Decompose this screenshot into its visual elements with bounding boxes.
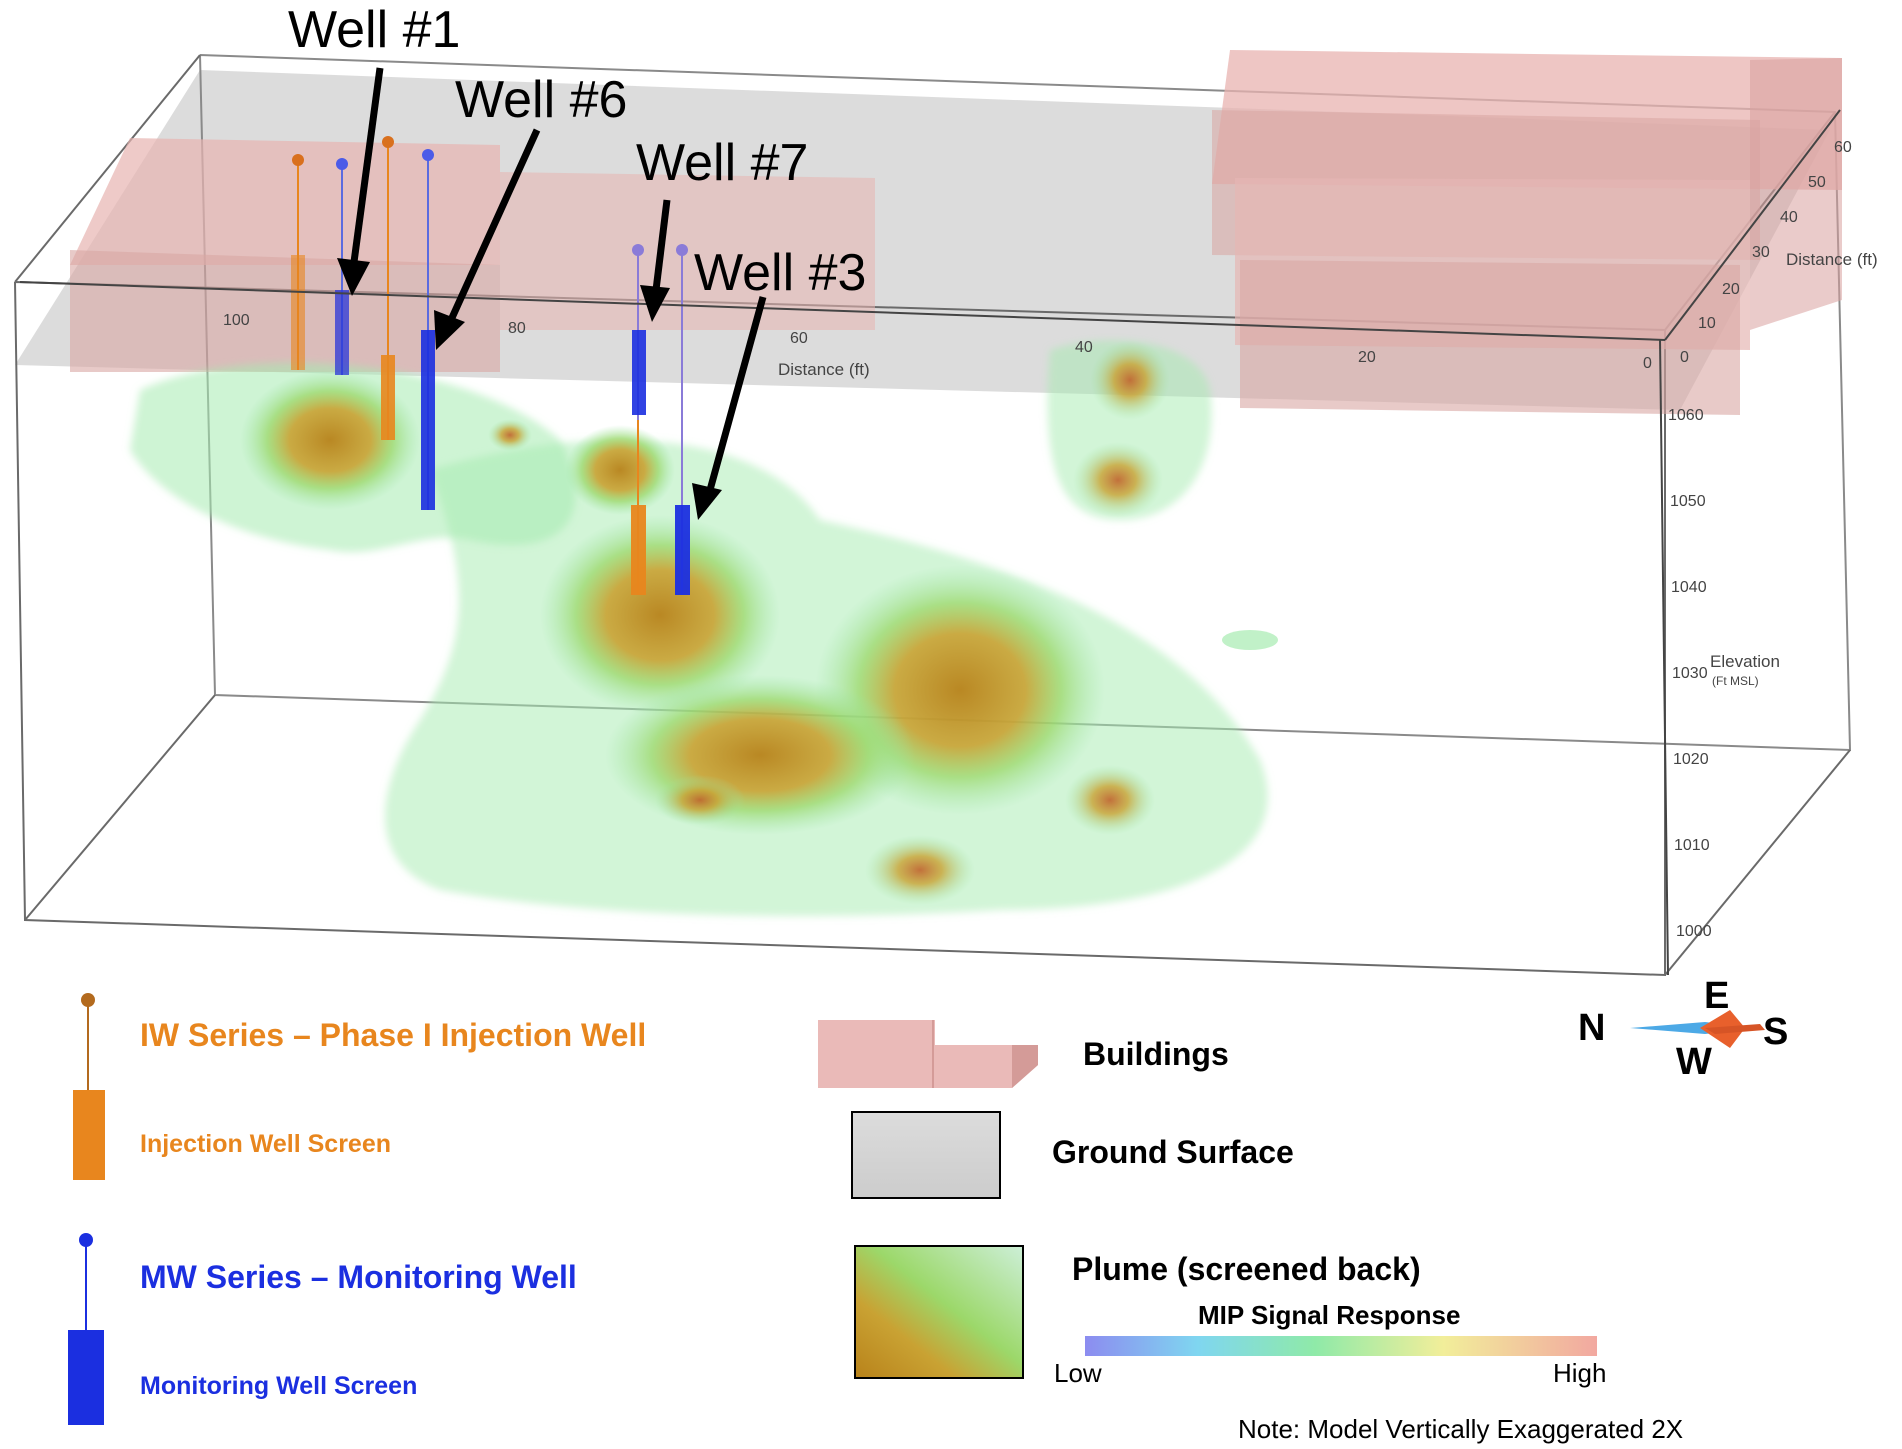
tick-label: 60 bbox=[790, 330, 808, 347]
tick-label: 1020 bbox=[1673, 751, 1709, 768]
ground-surface-icon bbox=[851, 1111, 1001, 1199]
injection-well-icon bbox=[73, 993, 105, 1180]
tick-label: 80 bbox=[508, 320, 526, 337]
building-icon bbox=[818, 1020, 1038, 1088]
callout-well-3: Well #3 bbox=[694, 244, 866, 302]
callout-arrowhead bbox=[640, 285, 670, 322]
mip-colorbar bbox=[1085, 1336, 1597, 1356]
distance-axis-label: Distance (ft) bbox=[778, 360, 870, 379]
tick-label: 100 bbox=[223, 312, 250, 329]
monitoring-well-icon bbox=[68, 1233, 104, 1425]
callout-arrow bbox=[706, 296, 767, 491]
callout-arrow bbox=[350, 67, 384, 263]
elevation-axis-label: Elevation bbox=[1710, 652, 1780, 671]
legend-buildings: Buildings bbox=[1083, 1036, 1229, 1072]
elevation-axis-unit: (Ft MSL) bbox=[1712, 674, 1759, 688]
legend-mw-screen: Monitoring Well Screen bbox=[140, 1372, 417, 1400]
legend-iw-screen: Injection Well Screen bbox=[140, 1130, 391, 1158]
tick-label: 1040 bbox=[1671, 579, 1707, 596]
tick-label: 10 bbox=[1698, 315, 1716, 332]
legend-plume: Plume (screened back) bbox=[1072, 1251, 1421, 1287]
callout-well-7: Well #7 bbox=[636, 134, 808, 192]
callout-well-6: Well #6 bbox=[455, 71, 627, 129]
tick-label: 1010 bbox=[1674, 837, 1710, 854]
callout-arrow bbox=[652, 199, 671, 291]
callout-arrowhead bbox=[692, 483, 722, 520]
depth-axis: 0 10 20 30 40 50 60 Distance (ft) bbox=[1664, 109, 1878, 366]
legend: IW Series – Phase I Injection Well Injec… bbox=[68, 993, 1683, 1444]
compass-rose-icon: N E S W bbox=[1578, 975, 1788, 1083]
compass-north: N bbox=[1578, 1007, 1605, 1049]
model-note: Note: Model Vertically Exaggerated 2X bbox=[1238, 1414, 1683, 1444]
legend-mw-title: MW Series – Monitoring Well bbox=[140, 1259, 577, 1295]
tick-label: 1060 bbox=[1668, 407, 1704, 424]
legend-low: Low bbox=[1054, 1358, 1102, 1388]
tick-label: 1030 bbox=[1672, 665, 1708, 682]
elevation-axis: 1060 1050 1040 1030 1020 1010 1000 Eleva… bbox=[1659, 339, 1780, 976]
callout-arrowhead bbox=[337, 258, 370, 296]
tick-label: 20 bbox=[1358, 349, 1376, 366]
plume-icon bbox=[854, 1245, 1024, 1379]
compass-south: S bbox=[1763, 1011, 1788, 1053]
tick-label: 40 bbox=[1075, 339, 1093, 356]
callout-well-1: Well #1 bbox=[288, 1, 460, 59]
tick-label: 1050 bbox=[1670, 493, 1706, 510]
callout-arrowhead bbox=[434, 310, 465, 350]
tick-label: 50 bbox=[1808, 174, 1826, 191]
tick-label: 30 bbox=[1752, 244, 1770, 261]
legend-iw-title: IW Series – Phase I Injection Well bbox=[140, 1017, 646, 1053]
tick-label: 20 bbox=[1722, 281, 1740, 298]
tick-label: 0 bbox=[1643, 355, 1652, 372]
tick-label: 60 bbox=[1834, 139, 1852, 156]
legend-ground-surface: Ground Surface bbox=[1052, 1134, 1294, 1170]
legend-high: High bbox=[1553, 1358, 1606, 1388]
callouts: Well #1 Well #6 Well #7 Well #3 bbox=[288, 1, 866, 520]
tick-label: 40 bbox=[1780, 209, 1798, 226]
plume-body bbox=[130, 340, 1278, 916]
compass-west: W bbox=[1676, 1041, 1712, 1083]
depth-axis-label: Distance (ft) bbox=[1786, 250, 1878, 269]
legend-mip-title: MIP Signal Response bbox=[1198, 1300, 1460, 1330]
tick-label: 1000 bbox=[1676, 923, 1712, 940]
tick-label: 0 bbox=[1680, 349, 1689, 366]
distance-axis: 100 80 60 40 20 0 Distance (ft) bbox=[19, 281, 1666, 379]
callout-arrow bbox=[447, 128, 541, 322]
compass-east: E bbox=[1704, 975, 1729, 1017]
